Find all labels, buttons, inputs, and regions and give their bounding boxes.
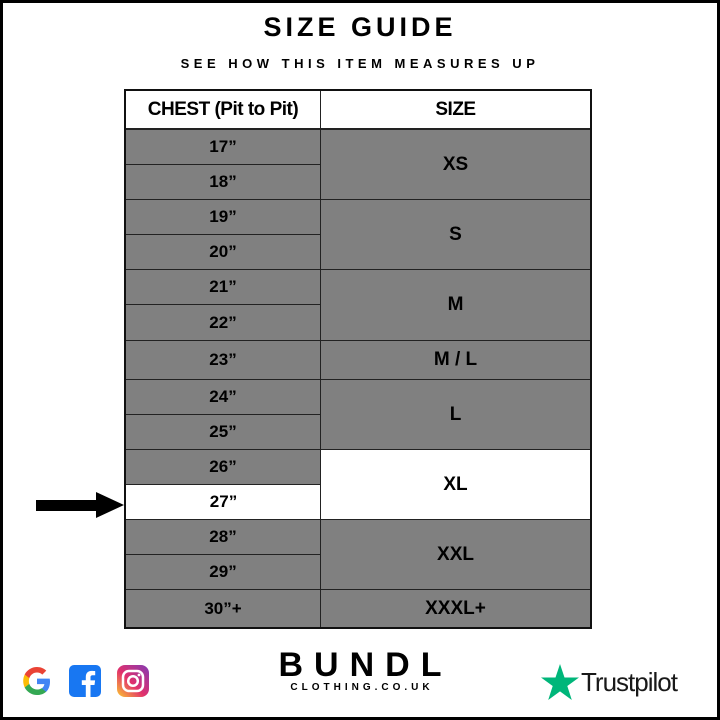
chest-cell: 19” (125, 199, 321, 235)
facebook-icon[interactable] (68, 664, 102, 698)
size-cell: XS (320, 129, 591, 200)
chest-cell: 24” (125, 379, 321, 415)
google-icon[interactable] (20, 664, 54, 698)
instagram-icon[interactable] (116, 664, 150, 698)
star-icon (541, 664, 579, 700)
brand-site: CLOTHING.CO.UK (290, 682, 434, 693)
chest-cell: 20” (125, 234, 321, 270)
chest-cell: 28” (125, 519, 321, 555)
page-subtitle: SEE HOW THIS ITEM MEASURES UP (180, 56, 540, 71)
chest-cell: 23” (125, 340, 321, 380)
social-icons (20, 664, 150, 698)
trustpilot-logo: Trustpilot (541, 664, 678, 700)
header-size: SIZE (320, 90, 591, 129)
arrow-right-icon (36, 492, 124, 518)
size-cell: XXXL+ (320, 589, 591, 629)
size-cell: XXL (320, 519, 591, 590)
size-cell: S (320, 199, 591, 270)
size-cell: L (320, 379, 591, 450)
trustpilot-text: Trustpilot (581, 666, 678, 697)
size-cell: M (320, 269, 591, 341)
chest-cell: 25” (125, 414, 321, 450)
size-cell: M / L (320, 340, 591, 380)
table-outline (124, 89, 592, 629)
brand-logo: BUNDL CLOTHING.CO.UK (0, 648, 720, 693)
brand-name: BUNDL (278, 646, 453, 684)
page-title: SIZE GUIDE (263, 12, 457, 42)
